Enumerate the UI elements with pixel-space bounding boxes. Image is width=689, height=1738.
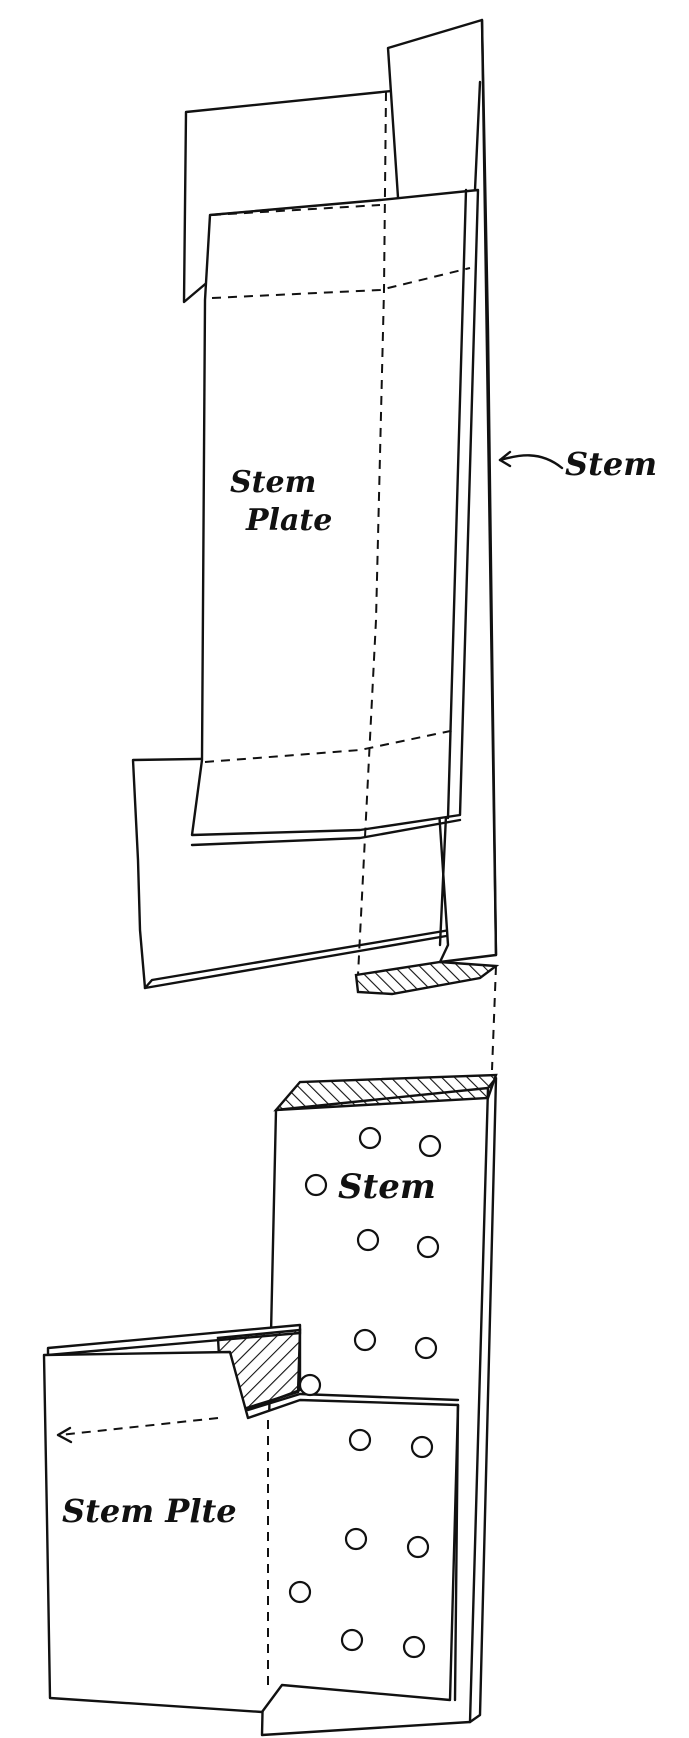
rivet-hole bbox=[410, 1435, 434, 1459]
lower-stem-plate-label: Stem Plte bbox=[62, 1492, 237, 1530]
lower-hidden-line-arrow bbox=[59, 1417, 219, 1436]
upper-hidden-line-top2 bbox=[211, 204, 381, 216]
lower-stem-plate-right-edge bbox=[453, 1403, 460, 1702]
rivet-hole bbox=[353, 1328, 377, 1352]
rivet-hole bbox=[344, 1527, 368, 1551]
upper-stem-plate bbox=[190, 188, 480, 837]
upper-hidden-line-top bbox=[211, 267, 471, 299]
upper-stem-bar-front-edge bbox=[480, 18, 498, 957]
upper-stem-section-hatch bbox=[354, 960, 500, 996]
rivet-hole bbox=[402, 1635, 426, 1659]
rivet-hole bbox=[418, 1134, 442, 1158]
upper-lower-outer-plate-edge bbox=[143, 928, 452, 990]
upper-stem-plate-right-edge bbox=[446, 188, 468, 820]
rivet-hole bbox=[356, 1228, 380, 1252]
lower-stem-label: Stem bbox=[338, 1167, 436, 1207]
lower-stem-top-section-hatch bbox=[273, 1073, 498, 1112]
rivet-hole bbox=[298, 1373, 322, 1397]
upper-stem-label: Stem bbox=[565, 445, 657, 483]
rivet-hole bbox=[414, 1336, 438, 1360]
upper-hidden-line-stem-drop bbox=[491, 965, 497, 1071]
upper-assembly: Stem Plate Stem bbox=[131, 18, 657, 1071]
rivet-hole bbox=[406, 1535, 430, 1559]
rivet-hole bbox=[288, 1580, 312, 1604]
lower-hidden-arrowhead bbox=[56, 1426, 73, 1444]
rivet-hole bbox=[358, 1126, 382, 1150]
upper-stem-plate-bottom-edge bbox=[190, 818, 462, 847]
upper-stem-pointer-arrowhead bbox=[498, 450, 512, 468]
rivet-hole bbox=[304, 1173, 328, 1197]
rivet-hole bbox=[340, 1628, 364, 1652]
upper-hidden-line-vertical bbox=[357, 91, 387, 976]
lower-assembly: Stem Stem Plte bbox=[42, 1073, 498, 1737]
lower-stem-plate-top-edge bbox=[246, 1392, 460, 1412]
upper-stem-plate-label-line1: Stem bbox=[230, 465, 316, 500]
upper-stem-plate-label-line2: Plate bbox=[245, 503, 332, 538]
rivet-hole bbox=[416, 1235, 440, 1259]
rivet-hole bbox=[348, 1428, 372, 1452]
upper-stem-pointer-arrow bbox=[498, 454, 564, 470]
upper-hidden-line-bottom bbox=[204, 729, 456, 763]
rivet-holes bbox=[288, 1126, 442, 1659]
